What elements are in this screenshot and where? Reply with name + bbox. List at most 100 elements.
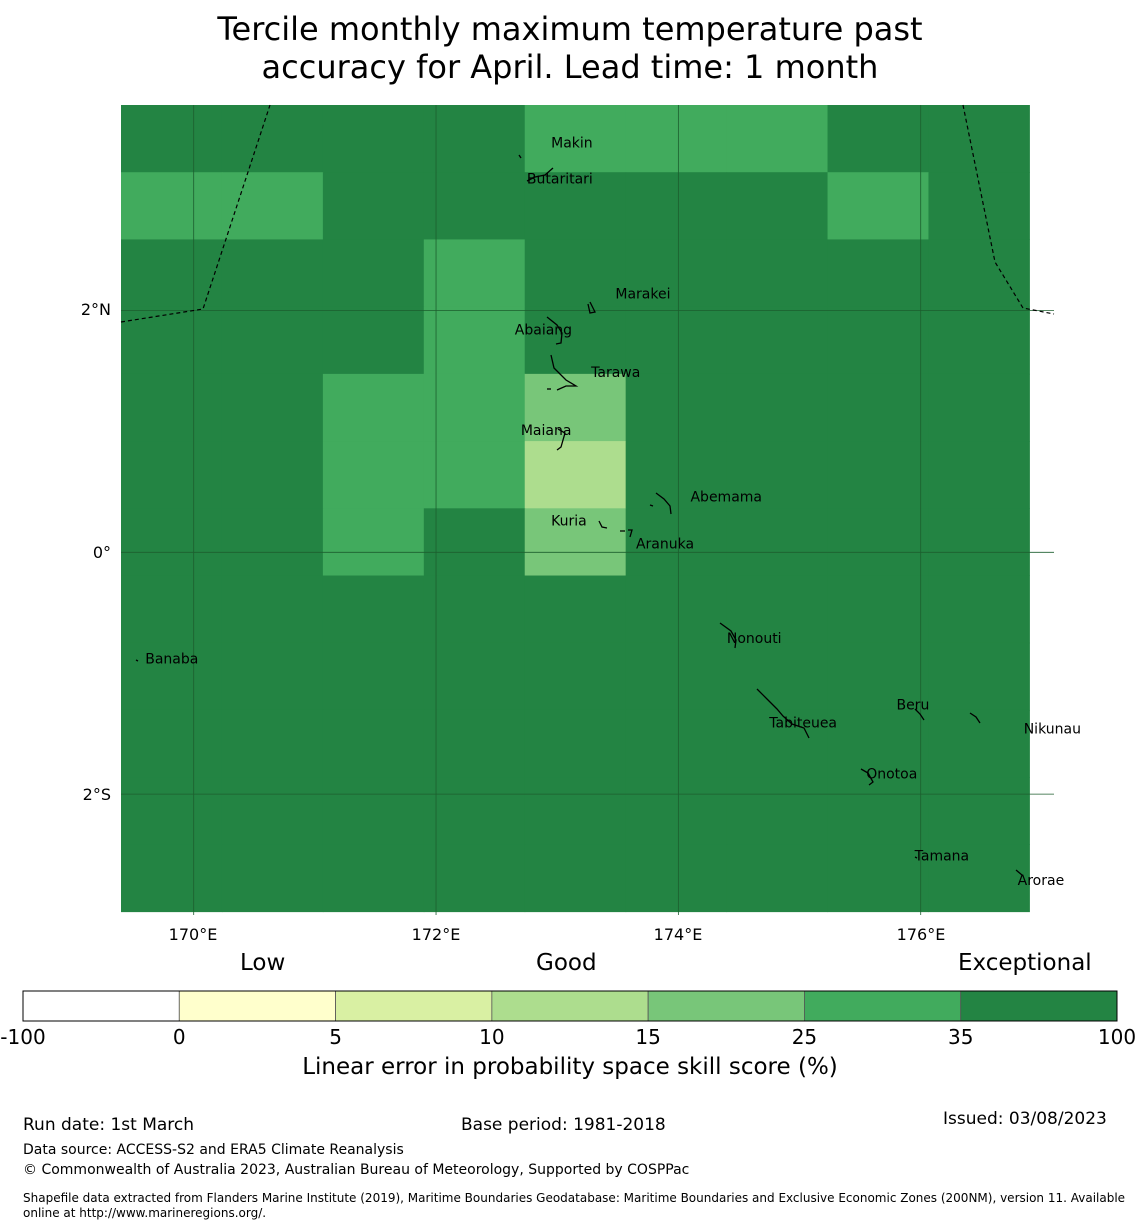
grid-cell xyxy=(625,844,728,913)
lat-tick-2s: 2°S xyxy=(83,785,111,804)
title-line-1: Tercile monthly maximum temperature past xyxy=(217,10,923,48)
grid-cell xyxy=(928,642,1030,711)
grid-cell xyxy=(221,575,324,644)
colorbar-tick: 35 xyxy=(948,1025,973,1049)
grid-cell xyxy=(121,105,223,173)
island-label-butaritari: Butaritari xyxy=(527,172,593,188)
butaritari-outline xyxy=(526,167,554,182)
grid-cell xyxy=(221,239,324,308)
arorae-outline xyxy=(1015,869,1023,876)
grid-cell xyxy=(524,508,627,577)
grid-cell xyxy=(827,575,929,644)
grid-cell xyxy=(524,709,627,778)
grid-cell xyxy=(827,172,929,240)
island-label-nonouti: Nonouti xyxy=(727,631,782,647)
colorbar-segment xyxy=(335,990,493,1022)
grid-cell xyxy=(827,777,929,845)
lat-tick-2n: 2°N xyxy=(81,300,111,319)
grid-cell xyxy=(524,441,627,509)
colorbar-frame xyxy=(22,990,1118,1022)
colorbar-label: Linear error in probability space skill … xyxy=(302,1054,838,1080)
grid-cell xyxy=(625,642,728,711)
colorbar-segment xyxy=(22,990,180,1022)
grid-cell xyxy=(524,777,627,845)
lat-tick-0: 0° xyxy=(93,543,111,562)
grid-cell xyxy=(524,642,627,711)
grid-cell xyxy=(423,306,526,375)
grid-cell xyxy=(726,642,829,711)
eez-boundary-west xyxy=(120,104,271,323)
grid-cell xyxy=(322,172,425,240)
grid-cell xyxy=(524,575,627,644)
island-label-kuria: Kuria xyxy=(551,514,587,530)
grid-cell xyxy=(423,172,526,240)
grid-cell xyxy=(928,575,1030,644)
colorbar-segment xyxy=(178,990,336,1022)
tarawa-outline xyxy=(550,354,579,391)
grid-cell xyxy=(121,373,223,442)
grid-cell xyxy=(625,575,728,644)
lon-tick-176: 176°E xyxy=(897,925,946,944)
grid-cell xyxy=(524,239,627,308)
grid-cell xyxy=(625,709,728,778)
grid-cell xyxy=(726,105,829,173)
grid-cell xyxy=(322,508,425,577)
grid-cell xyxy=(322,777,425,845)
maiana-outline xyxy=(556,428,566,451)
colorbar-category-low: Low xyxy=(240,950,286,976)
grid-cell xyxy=(827,239,929,308)
colorbar: -100 0 5 10 15 25 35 100 xyxy=(0,990,1136,1049)
colorbar-tick: 15 xyxy=(635,1025,660,1049)
grid-cell xyxy=(221,777,324,845)
eez-boundary-east xyxy=(962,104,1055,315)
grid-cell xyxy=(423,709,526,778)
grid-cell xyxy=(928,777,1030,845)
lon-tick-174: 174°E xyxy=(654,925,703,944)
title-line-2: accuracy for April. Lead time: 1 month xyxy=(261,48,879,86)
grid-cell xyxy=(423,239,526,308)
colorbar-category-good: Good xyxy=(536,950,597,976)
grid-cell xyxy=(524,844,627,913)
island-label-maiana: Maiana xyxy=(521,423,572,439)
island-label-abemama: Abemama xyxy=(690,490,762,506)
island-outlines xyxy=(135,154,1023,876)
lon-tick-172: 172°E xyxy=(412,925,461,944)
grid-cell xyxy=(827,306,929,375)
nonouti-outline xyxy=(719,622,737,649)
grid-cell xyxy=(625,105,728,173)
grid-cell xyxy=(928,844,1030,913)
abaiang-outline xyxy=(546,316,563,345)
grid-cell xyxy=(928,239,1030,308)
onotoa-outline xyxy=(860,768,874,786)
grid-cell xyxy=(524,306,627,375)
grid-cell xyxy=(827,105,929,173)
grid-cell xyxy=(928,105,1030,173)
map-title: Tercile monthly maximum temperature past… xyxy=(0,10,1140,86)
island-label-tamana: Tamana xyxy=(914,849,969,865)
grid-cell xyxy=(121,508,223,577)
island-label-onotoa: Onotoa xyxy=(866,766,917,782)
grid-cell xyxy=(121,441,223,509)
grid-cell xyxy=(121,777,223,845)
tabiteuea-outline xyxy=(756,688,810,739)
grid-cell xyxy=(423,777,526,845)
grid-cell xyxy=(121,709,223,778)
kuria-outline xyxy=(598,520,608,529)
island-label-arorae: Arorae xyxy=(1018,873,1065,889)
grid-cell xyxy=(221,306,324,375)
grid-cell xyxy=(928,441,1030,509)
grid-cell xyxy=(625,441,728,509)
marakei-outline xyxy=(587,301,596,314)
colorbar-category-exceptional: Exceptional xyxy=(958,950,1092,976)
grid-cell xyxy=(322,239,425,308)
makin-outline xyxy=(518,154,522,159)
shapefile-credit: Shapefile data extracted from Flanders M… xyxy=(23,1191,1126,1220)
grid-cell xyxy=(726,239,829,308)
beru-outline xyxy=(914,708,925,721)
grid-cell xyxy=(322,105,425,173)
grid-cell xyxy=(524,105,627,173)
grid-cell xyxy=(423,575,526,644)
skill-grid xyxy=(121,105,1030,913)
island-label-banaba: Banaba xyxy=(145,652,198,668)
grid-cell xyxy=(423,373,526,442)
